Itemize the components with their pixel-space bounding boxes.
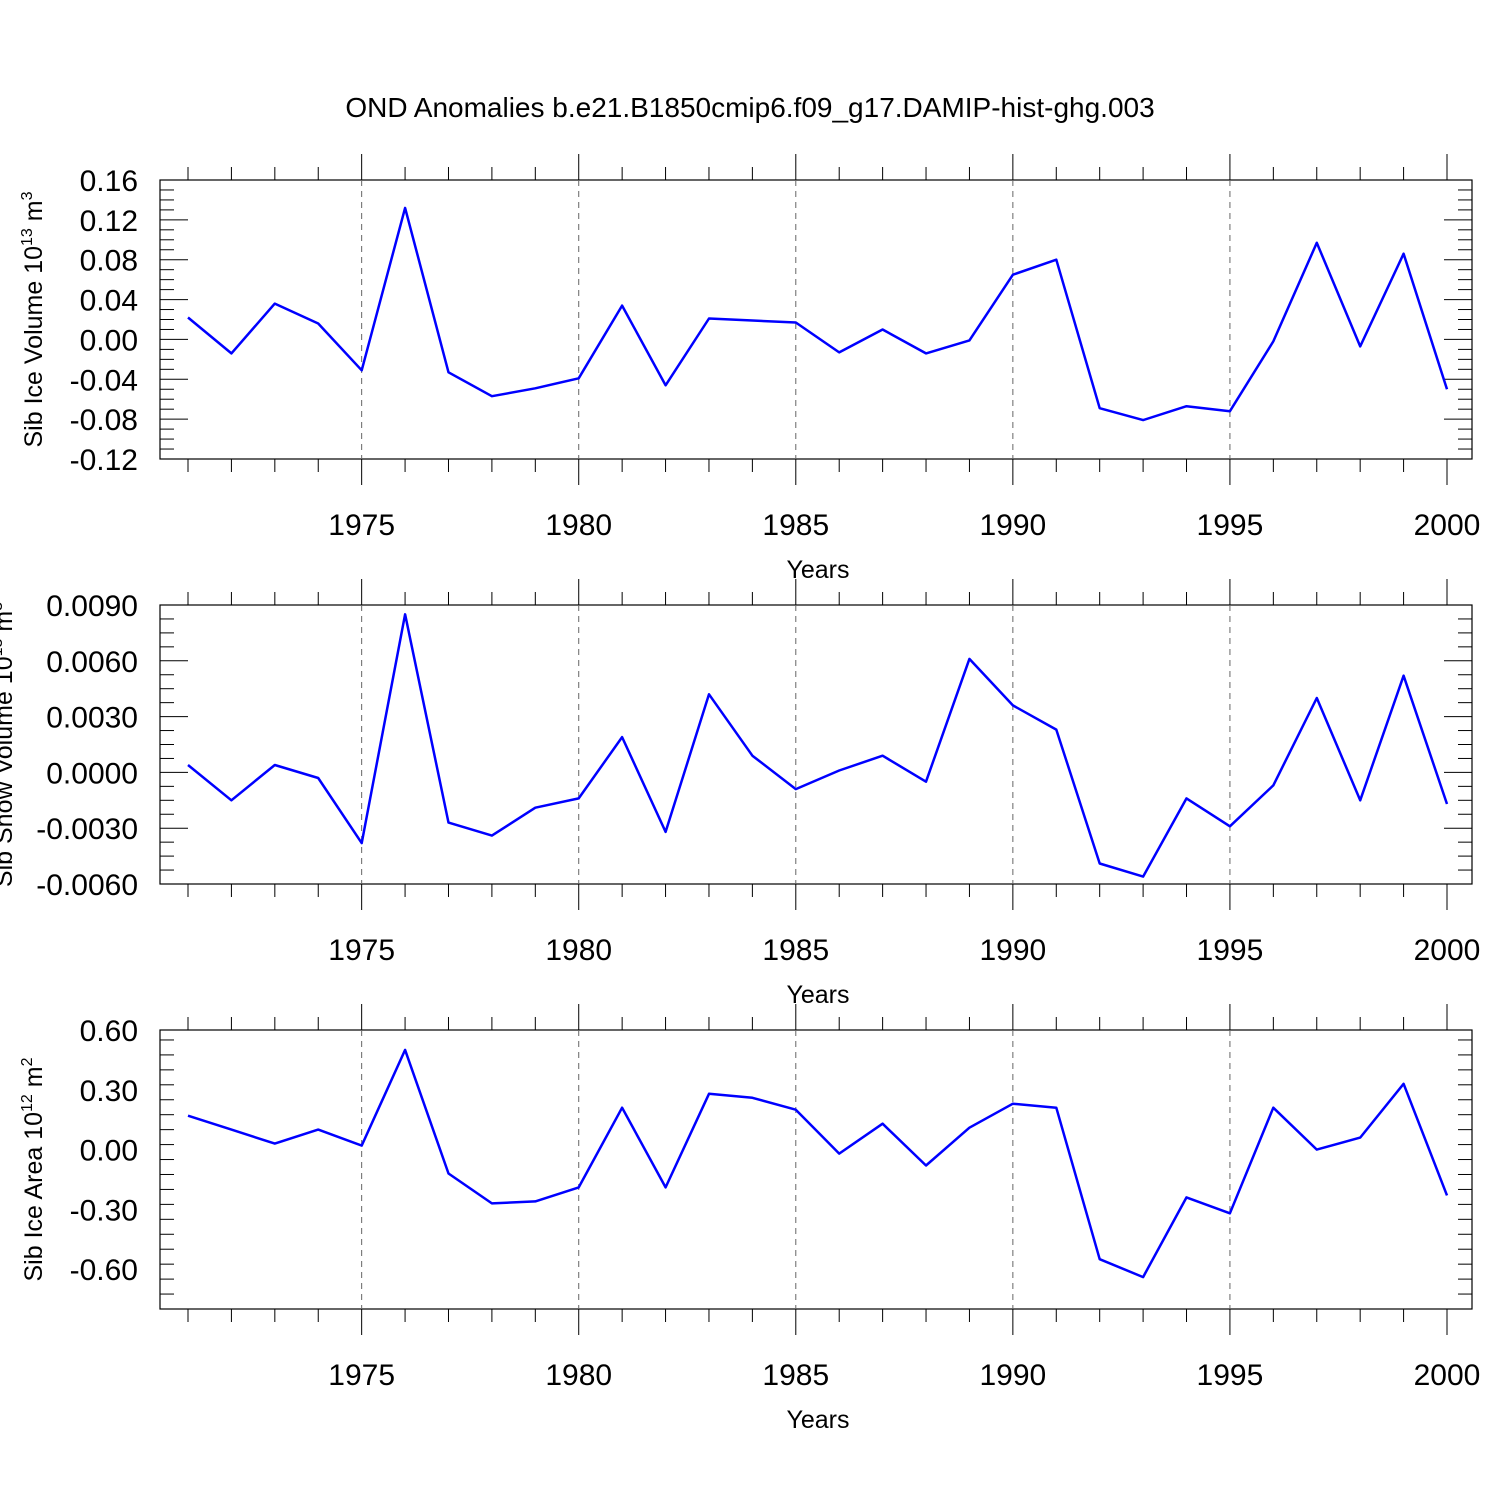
y-axis-title: Sib Ice Volume 1013 m3 [19, 191, 48, 447]
x-tick-label: 1975 [328, 934, 395, 967]
x-tick-label: 2000 [1414, 934, 1481, 967]
x-tick-label: 1995 [1197, 509, 1264, 542]
y-tick-label: -0.0060 [36, 869, 138, 902]
y-tick-label: -0.04 [70, 364, 138, 397]
y-tick-label: 0.00 [80, 324, 138, 357]
y-tick-label: 0.08 [80, 245, 138, 278]
y-tick-label: -0.08 [70, 404, 138, 437]
plot-frame [159, 179, 1473, 460]
series-line [187, 1048, 1449, 1279]
y-tick-label: 0.60 [80, 1015, 138, 1048]
plot-frame [159, 1029, 1473, 1310]
x-tick-label: 2000 [1414, 1359, 1481, 1392]
y-tick-label: 0.30 [80, 1075, 138, 1108]
panel-ice-area: 1975 1980 1985 1990 1995 2000 Years -0.60 -0.30 0… [19, 1004, 1480, 1434]
x-tick-label: 1990 [979, 934, 1046, 967]
plot-frame [159, 604, 1473, 885]
y-tick-label: 0.0060 [46, 646, 138, 679]
y-axis-title: Sib Ice Area 1012 m2 [19, 1057, 48, 1281]
y-tick-label: 0.0000 [46, 757, 138, 790]
y-tick-label: 0.00 [80, 1135, 138, 1168]
series-line [187, 613, 1449, 878]
y-tick-label: 0.0030 [46, 702, 138, 735]
y-tick-label: 0.12 [80, 205, 138, 238]
panel-snow-volume: 1975 1980 1985 1990 1995 2000 Years -0.0060 -0.0… [0, 579, 1480, 1009]
x-axis-title: Years [786, 1406, 849, 1434]
chart-title: OND Anomalies b.e21.B1850cmip6.f09_g17.D… [345, 92, 1154, 123]
y-tick-label: -0.30 [70, 1194, 138, 1227]
x-tick-label: 1980 [545, 934, 612, 967]
x-tick-label: 1990 [979, 509, 1046, 542]
panel-ice-volume: 1975 1980 1985 1990 1995 2000 Years -0.12 -0.08 -… [19, 154, 1480, 584]
x-tick-label: 2000 [1414, 509, 1481, 542]
y-tick-label: 0.0090 [46, 590, 138, 623]
y-tick-label: -0.60 [70, 1254, 138, 1287]
x-axis-title: Years [786, 981, 849, 1009]
x-tick-label: 1975 [328, 509, 395, 542]
x-tick-label: 1995 [1197, 1359, 1264, 1392]
x-tick-label: 1985 [762, 1359, 829, 1392]
x-tick-label: 1980 [545, 509, 612, 542]
x-tick-label: 1990 [979, 1359, 1046, 1392]
x-tick-label: 1975 [328, 1359, 395, 1392]
x-tick-label: 1980 [545, 1359, 612, 1392]
series-line [187, 206, 1449, 422]
x-tick-label: 1995 [1197, 934, 1264, 967]
y-tick-label: -0.0030 [36, 813, 138, 846]
x-axis-title: Years [786, 556, 849, 584]
y-tick-label: -0.12 [70, 444, 138, 477]
y-tick-label: 0.04 [80, 285, 138, 318]
y-axis-title: Sib Snow Volume 1013 m3 [0, 602, 18, 887]
x-tick-label: 1985 [762, 509, 829, 542]
x-tick-label: 1985 [762, 934, 829, 967]
y-tick-label: 0.16 [80, 165, 138, 198]
